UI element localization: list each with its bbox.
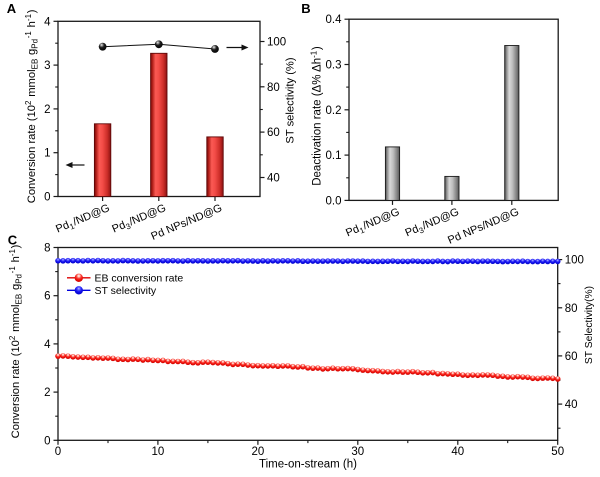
svg-text:80: 80 xyxy=(565,303,578,315)
svg-text:2: 2 xyxy=(44,104,50,116)
svg-text:B: B xyxy=(301,1,310,16)
svg-text:0.3: 0.3 xyxy=(326,60,342,72)
svg-text:2: 2 xyxy=(44,387,50,399)
svg-text:30: 30 xyxy=(351,446,364,458)
svg-text:ST selectivity (%): ST selectivity (%) xyxy=(285,57,297,143)
svg-text:Time-on-stream (h): Time-on-stream (h) xyxy=(259,458,357,470)
svg-text:6: 6 xyxy=(44,291,50,303)
svg-text:ST Selectivity(%): ST Selectivity(%) xyxy=(584,286,595,364)
svg-text:80: 80 xyxy=(267,82,280,94)
svg-text:10: 10 xyxy=(152,446,165,458)
svg-text:3: 3 xyxy=(44,60,50,72)
svg-text:EB conversion rate: EB conversion rate xyxy=(95,273,184,285)
svg-text:0.2: 0.2 xyxy=(326,105,342,117)
svg-text:8: 8 xyxy=(44,243,50,255)
svg-text:4: 4 xyxy=(44,16,51,28)
svg-text:0: 0 xyxy=(55,446,61,458)
svg-text:Conversion rate (102 mmolEB: Conversion rate (102 mmolEB gPd -1 h-1 ) xyxy=(8,244,24,438)
svg-text:40: 40 xyxy=(451,446,464,458)
svg-text:0: 0 xyxy=(44,192,50,204)
svg-text:0: 0 xyxy=(44,435,50,447)
svg-text:60: 60 xyxy=(267,127,280,139)
svg-text:Conversion rate (102 mmolEB: Conversion rate (102 mmolEB gPd -1 h-1 ) xyxy=(24,9,40,203)
svg-text:0.1: 0.1 xyxy=(326,150,342,162)
svg-text:100: 100 xyxy=(267,37,286,49)
svg-text:C: C xyxy=(8,232,18,247)
svg-text:A: A xyxy=(7,1,17,16)
svg-text:4: 4 xyxy=(44,339,51,351)
svg-text:100: 100 xyxy=(565,255,584,267)
svg-text:40: 40 xyxy=(267,173,280,185)
svg-text:0.4: 0.4 xyxy=(326,14,343,26)
svg-text:1: 1 xyxy=(44,148,50,160)
svg-text:50: 50 xyxy=(551,446,564,458)
svg-text:60: 60 xyxy=(565,351,578,363)
svg-text:40: 40 xyxy=(565,399,578,411)
svg-text:0.0: 0.0 xyxy=(326,195,342,207)
svg-text:Deactivation rate (Δ% Δh-1 ): Deactivation rate (Δ% Δh-1 ) xyxy=(310,46,324,186)
svg-text:ST selectivity: ST selectivity xyxy=(95,285,157,297)
svg-text:20: 20 xyxy=(252,446,265,458)
